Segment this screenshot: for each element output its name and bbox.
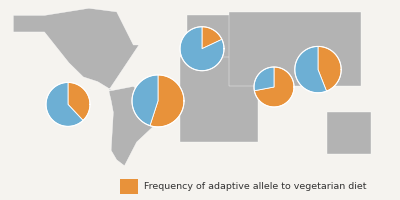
FancyBboxPatch shape xyxy=(120,179,138,194)
Polygon shape xyxy=(46,82,83,126)
Polygon shape xyxy=(180,57,258,142)
Polygon shape xyxy=(180,27,224,71)
Polygon shape xyxy=(318,46,341,91)
Polygon shape xyxy=(13,8,139,91)
Polygon shape xyxy=(327,112,371,154)
Polygon shape xyxy=(150,75,184,127)
Polygon shape xyxy=(132,75,158,126)
Polygon shape xyxy=(295,46,326,93)
Text: Frequency of adaptive allele to vegetarian diet: Frequency of adaptive allele to vegetari… xyxy=(144,182,366,191)
Polygon shape xyxy=(202,27,222,49)
Polygon shape xyxy=(68,82,90,120)
Polygon shape xyxy=(187,15,244,58)
Polygon shape xyxy=(254,67,274,91)
Polygon shape xyxy=(109,86,162,166)
Polygon shape xyxy=(229,12,361,86)
Polygon shape xyxy=(254,67,294,107)
